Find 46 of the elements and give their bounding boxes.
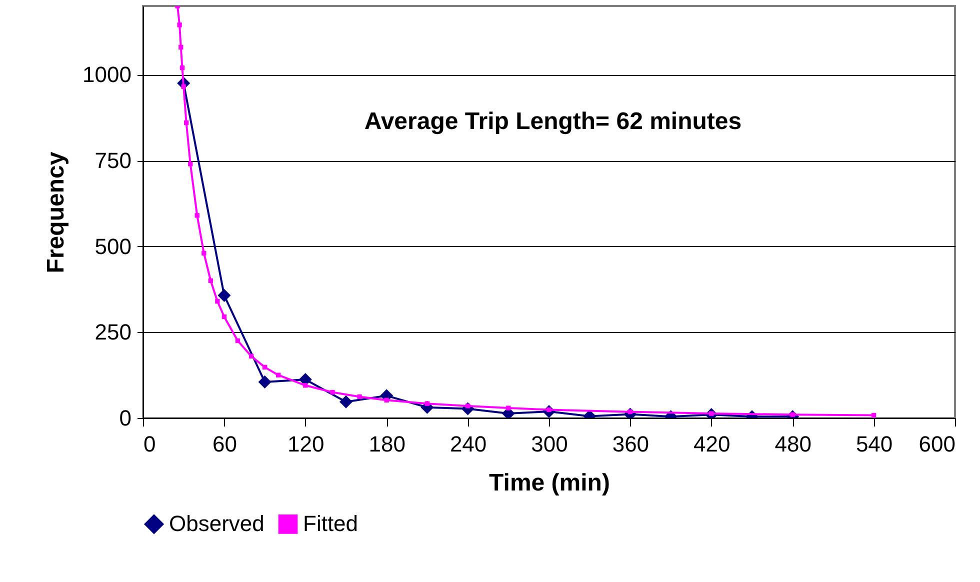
legend-label: Fitted xyxy=(303,511,358,536)
point xyxy=(384,398,389,402)
y-tick-label: 500 xyxy=(94,234,132,259)
x-tick-label: 180 xyxy=(368,432,406,456)
y-axis-title: Frequency xyxy=(42,151,70,274)
x-axis-title: Time (min) xyxy=(489,470,610,496)
point xyxy=(177,22,182,28)
y-tick-label: 0 xyxy=(119,406,132,430)
point xyxy=(178,44,184,50)
point xyxy=(218,288,231,302)
x-tick-label: 420 xyxy=(694,432,730,456)
point xyxy=(871,412,876,418)
point xyxy=(181,84,186,90)
x-tick-label: 480 xyxy=(774,432,812,456)
point xyxy=(194,213,200,218)
point xyxy=(184,120,189,126)
point xyxy=(330,390,335,395)
point xyxy=(357,394,362,400)
point xyxy=(215,298,220,304)
point xyxy=(424,401,430,406)
x-tick-label: 60 xyxy=(212,432,237,456)
y-tick-label: 750 xyxy=(94,148,132,173)
point xyxy=(248,354,254,359)
point xyxy=(208,278,214,284)
point xyxy=(188,162,193,166)
point xyxy=(222,314,227,320)
x-tick-label: 240 xyxy=(450,432,487,456)
point xyxy=(202,250,206,256)
x-tick-label: 300 xyxy=(531,432,568,456)
x-tick-label: 600 xyxy=(918,432,956,456)
point xyxy=(303,383,308,388)
point xyxy=(235,338,240,344)
point xyxy=(339,395,353,408)
x-tick-label: 540 xyxy=(856,432,893,456)
x-tick-label: 120 xyxy=(288,432,324,456)
annotation: Average Trip Length= 62 minutes xyxy=(364,108,742,135)
y-tick-label: 1000 xyxy=(82,62,132,88)
point xyxy=(180,65,185,70)
legend-label: Observed xyxy=(169,511,264,536)
point xyxy=(276,372,281,378)
point xyxy=(506,406,511,410)
x-tick-label: 360 xyxy=(612,432,650,456)
x-tick-label: 0 xyxy=(144,432,156,456)
y-tick-label: 250 xyxy=(94,320,132,345)
point xyxy=(258,375,272,388)
point xyxy=(262,364,268,370)
